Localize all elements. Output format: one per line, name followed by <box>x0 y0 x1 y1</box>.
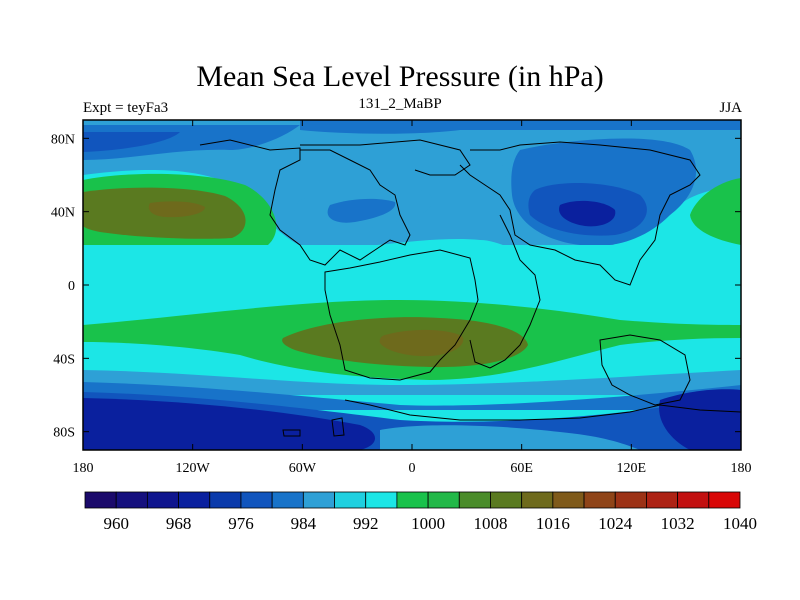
colorbar-label: 1000 <box>411 514 445 533</box>
colorbar-swatch <box>708 491 741 509</box>
colorbar-label: 960 <box>103 514 129 533</box>
colorbar-swatch <box>677 491 710 509</box>
coast-antarctica-b <box>282 417 345 437</box>
coast-south-america <box>324 249 479 381</box>
colorbar-swatch <box>209 491 242 509</box>
colorbar-label: 992 <box>353 514 379 533</box>
colorbar-label: 1032 <box>661 514 695 533</box>
colorbar-swatch <box>334 491 367 509</box>
x-axis-ticks <box>82 120 742 450</box>
colorbar-swatch <box>240 491 273 509</box>
colorbar-swatch <box>521 491 554 509</box>
y-tick-label: 40S <box>53 352 75 367</box>
coast-africa <box>469 214 541 369</box>
band-south-992 <box>83 370 741 395</box>
x-tick-label: 60W <box>289 461 317 476</box>
y-tick-label: 40N <box>51 206 75 221</box>
band-northpole-984b <box>300 120 741 134</box>
x-tick-label: 120W <box>176 461 211 476</box>
y-tick-label: 80S <box>53 426 75 441</box>
x-tick-label: 60E <box>510 461 533 476</box>
pressure-field <box>83 120 741 450</box>
coast-australia <box>599 334 691 406</box>
colorbar-swatch <box>396 491 429 509</box>
colorbar-label: 1024 <box>598 514 633 533</box>
coastlines <box>199 139 741 437</box>
map-title: Mean Sea Level Pressure (in hPa) <box>196 60 604 93</box>
x-tick-label: 180 <box>731 461 752 476</box>
coast-north-america <box>199 139 411 266</box>
y-axis-ticks <box>83 137 741 433</box>
colorbar-label: 968 <box>166 514 192 533</box>
band-arctic-976 <box>83 132 180 152</box>
y-tick-label: 80N <box>51 132 75 147</box>
colorbar-swatch <box>614 491 647 509</box>
colorbar-swatch <box>115 491 148 509</box>
coast-antarctica <box>344 399 741 421</box>
band-tropics-1000 <box>83 245 741 300</box>
low-namerica-984 <box>327 198 396 223</box>
season-label: JJA <box>719 100 742 116</box>
colorbar-label: 1016 <box>536 514 570 533</box>
coast-eurasia <box>459 141 701 286</box>
x-tick-label: 180 <box>73 461 94 476</box>
x-tick-label: 0 <box>409 461 416 476</box>
colorbar-swatch <box>365 491 398 509</box>
colorbar-label: 976 <box>228 514 254 533</box>
low-asia-968 <box>559 200 616 227</box>
colorbar-swatch <box>458 491 491 509</box>
colorbar-swatch <box>552 491 585 509</box>
colorbar-label: 1040 <box>723 514 757 533</box>
band-antarctic-lightpatch <box>380 425 640 450</box>
coast-greenland <box>300 139 471 176</box>
colorbar-label: 1008 <box>473 514 507 533</box>
colorbar-swatch <box>583 491 616 509</box>
colorbar-swatch <box>302 491 335 509</box>
experiment-label: Expt = teyFa3 <box>83 100 169 116</box>
band-antarctic-968 <box>83 398 375 450</box>
y-tick-label: 0 <box>68 279 75 294</box>
colorbar-swatch <box>84 491 117 509</box>
high-southbelt-1024 <box>379 329 464 357</box>
band-antarctic-968b <box>659 389 741 450</box>
subtitle-label: 131_2_MaBP <box>358 96 442 112</box>
colorbar-swatch <box>646 491 679 509</box>
high-npacific-1024 <box>148 201 205 218</box>
x-tick-label: 120E <box>617 461 647 476</box>
y-axis-labels: 80N 40N 0 40S 80S <box>51 132 75 440</box>
colorbar-swatch <box>427 491 460 509</box>
colorbar-swatch <box>146 491 179 509</box>
colorbar-swatch <box>271 491 304 509</box>
colorbar-swatch <box>178 491 211 509</box>
high-natlantic-1008 <box>690 178 741 245</box>
colorbar <box>84 491 741 509</box>
colorbar-labels: 960 968 976 984 992 1000 1008 1016 1024 1032 1040 <box>103 514 757 533</box>
colorbar-swatch <box>490 491 523 509</box>
colorbar-label: 984 <box>291 514 317 533</box>
x-axis-labels: 180 120W 60W 0 60E 120E 180 <box>73 461 752 476</box>
